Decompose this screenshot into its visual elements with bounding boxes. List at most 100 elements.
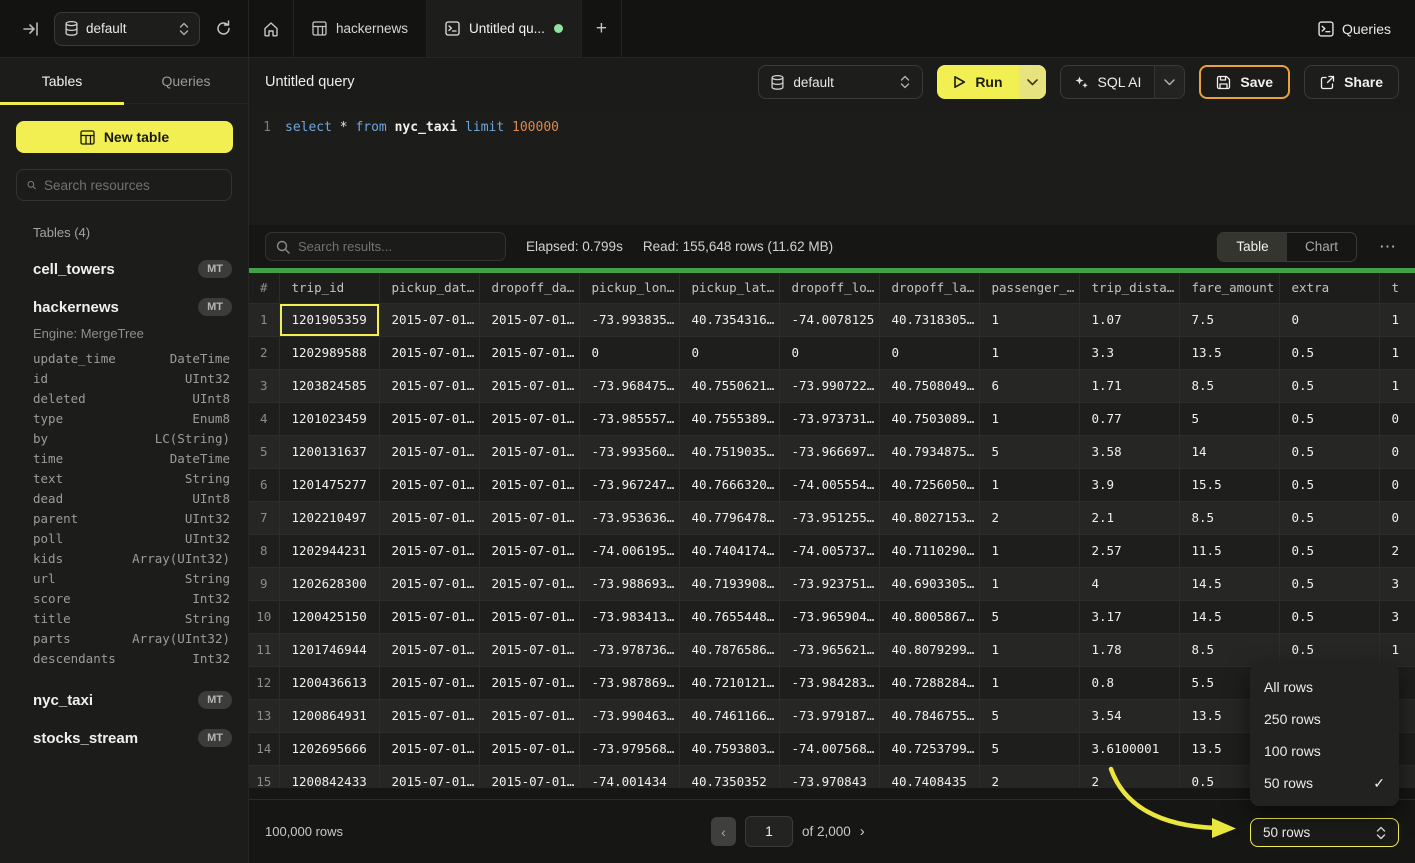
- cell-fare-amount[interactable]: 7.5: [1179, 303, 1280, 337]
- cell-fare-amount[interactable]: 14: [1179, 435, 1280, 469]
- cell-fare-amount[interactable]: 8.5: [1179, 369, 1280, 403]
- cell-trip-id[interactable]: 1201746944: [279, 633, 380, 667]
- cell-dropoff-longitude[interactable]: -73.965621…: [779, 633, 880, 667]
- cell-dropoff-date[interactable]: 2015-07-01…: [479, 336, 580, 370]
- cell-pickup-latitude[interactable]: 40.7666320…: [679, 468, 780, 502]
- cell-pickup-date[interactable]: 2015-07-01…: [379, 501, 480, 535]
- cell-pickup-date[interactable]: 2015-07-01…: [379, 600, 480, 634]
- cell-trip-distance[interactable]: 1.71: [1079, 369, 1180, 403]
- schema-field-row[interactable]: kids Array(UInt32): [33, 549, 230, 569]
- cell-extra[interactable]: 0.5: [1279, 435, 1380, 469]
- cell-dropoff-date[interactable]: 2015-07-01…: [479, 567, 580, 601]
- cell-trip-id[interactable]: 1200842433: [279, 765, 380, 788]
- cell-trip-distance[interactable]: 3.9: [1079, 468, 1180, 502]
- cell-dropoff-latitude[interactable]: 40.7288284…: [879, 666, 980, 700]
- cell-dropoff-date[interactable]: 2015-07-01…: [479, 699, 580, 733]
- sql-ai-button[interactable]: SQL AI: [1059, 65, 1186, 99]
- cell-pickup-latitude[interactable]: 40.7193908…: [679, 567, 780, 601]
- tab-untitled-query[interactable]: Untitled qu...: [427, 0, 582, 57]
- cell-trip-distance[interactable]: 3.58: [1079, 435, 1180, 469]
- cell-trip-id[interactable]: 1203824585: [279, 369, 380, 403]
- cell-fare-amount[interactable]: 8.5: [1179, 501, 1280, 535]
- tab-home[interactable]: [249, 0, 294, 57]
- cell-pickup-longitude[interactable]: -73.978736…: [579, 633, 680, 667]
- run-button[interactable]: Run: [937, 65, 1046, 99]
- cell-trip-id[interactable]: 1202989588: [279, 336, 380, 370]
- schema-field-row[interactable]: by LC(String): [33, 429, 230, 449]
- cell-pickup-latitude[interactable]: 40.7655448…: [679, 600, 780, 634]
- cell-pickup-date[interactable]: 2015-07-01…: [379, 369, 480, 403]
- cell-trip-distance[interactable]: 1.07: [1079, 303, 1180, 337]
- column-header[interactable]: dropoff_lo…: [779, 273, 880, 304]
- run-options-caret[interactable]: [1018, 65, 1046, 99]
- cell-pickup-latitude[interactable]: 40.7350352: [679, 765, 780, 788]
- cell-trip-id[interactable]: 1201023459: [279, 402, 380, 436]
- cell-pickup-latitude[interactable]: 40.7354316…: [679, 303, 780, 337]
- sidebar-table-nyc-taxi[interactable]: nyc_taxi MT: [33, 691, 232, 709]
- sidebar-tab-tables[interactable]: Tables: [0, 58, 124, 105]
- cell-dropoff-latitude[interactable]: 40.7408435: [879, 765, 980, 788]
- cell-tip[interactable]: 0: [1379, 501, 1415, 535]
- cell-passenger-count[interactable]: 1: [979, 336, 1080, 370]
- sidebar-table-hackernews[interactable]: hackernews MT: [33, 298, 232, 316]
- cell-trip-distance[interactable]: 2.57: [1079, 534, 1180, 568]
- cell-fare-amount[interactable]: 14.5: [1179, 600, 1280, 634]
- cell-dropoff-longitude[interactable]: -73.984283…: [779, 666, 880, 700]
- cell-pickup-latitude[interactable]: 40.7876586…: [679, 633, 780, 667]
- cell-passenger-count[interactable]: 6: [979, 369, 1080, 403]
- cell-pickup-longitude[interactable]: -74.006195…: [579, 534, 680, 568]
- cell-pickup-date[interactable]: 2015-07-01…: [379, 336, 480, 370]
- cell-dropoff-longitude[interactable]: -73.979187…: [779, 699, 880, 733]
- cell-dropoff-date[interactable]: 2015-07-01…: [479, 369, 580, 403]
- cell-trip-id[interactable]: 1200864931: [279, 699, 380, 733]
- cell-dropoff-latitude[interactable]: 40.7110290…: [879, 534, 980, 568]
- schema-field-row[interactable]: parts Array(UInt32): [33, 629, 230, 649]
- collapse-sidebar-button[interactable]: [18, 16, 44, 42]
- cell-extra[interactable]: 0: [1279, 303, 1380, 337]
- save-button[interactable]: Save: [1199, 65, 1291, 99]
- cell-pickup-date[interactable]: 2015-07-01…: [379, 732, 480, 766]
- cell-trip-distance[interactable]: 4: [1079, 567, 1180, 601]
- cell-dropoff-date[interactable]: 2015-07-01…: [479, 534, 580, 568]
- cell-extra[interactable]: 0.5: [1279, 567, 1380, 601]
- schema-field-row[interactable]: descendants Int32: [33, 649, 230, 669]
- cell-dropoff-longitude[interactable]: 0: [779, 336, 880, 370]
- cell-pickup-latitude[interactable]: 40.7461166…: [679, 699, 780, 733]
- schema-field-row[interactable]: time DateTime: [33, 449, 230, 469]
- cell-pickup-date[interactable]: 2015-07-01…: [379, 303, 480, 337]
- cell-pickup-longitude[interactable]: -73.953636…: [579, 501, 680, 535]
- cell-extra[interactable]: 0.5: [1279, 501, 1380, 535]
- view-toggle-table[interactable]: Table: [1218, 232, 1287, 261]
- page-size-menu-item[interactable]: 50 rows ✓: [1250, 767, 1399, 799]
- new-tab-button[interactable]: +: [582, 0, 622, 57]
- cell-dropoff-latitude[interactable]: 40.8005867…: [879, 600, 980, 634]
- cell-fare-amount[interactable]: 5: [1179, 402, 1280, 436]
- cell-extra[interactable]: 0.5: [1279, 369, 1380, 403]
- cell-dropoff-longitude[interactable]: -73.990722…: [779, 369, 880, 403]
- results-search-input[interactable]: [298, 239, 495, 254]
- column-header[interactable]: trip_id: [279, 273, 380, 304]
- cell-pickup-date[interactable]: 2015-07-01…: [379, 435, 480, 469]
- cell-extra[interactable]: 0.5: [1279, 468, 1380, 502]
- cell-passenger-count[interactable]: 5: [979, 699, 1080, 733]
- cell-trip-distance[interactable]: 3.6100001: [1079, 732, 1180, 766]
- sidebar-table-cell-towers[interactable]: cell_towers MT: [33, 260, 232, 278]
- page-size-menu-item[interactable]: All rows: [1250, 671, 1399, 703]
- cell-fare-amount[interactable]: 15.5: [1179, 468, 1280, 502]
- cell-tip[interactable]: 1: [1379, 633, 1415, 667]
- schema-field-row[interactable]: poll UInt32: [33, 529, 230, 549]
- schema-field-row[interactable]: parent UInt32: [33, 509, 230, 529]
- cell-passenger-count[interactable]: 1: [979, 666, 1080, 700]
- cell-pickup-longitude[interactable]: -73.968475…: [579, 369, 680, 403]
- cell-trip-id[interactable]: 1200131637: [279, 435, 380, 469]
- cell-dropoff-longitude[interactable]: -74.007568…: [779, 732, 880, 766]
- refresh-button[interactable]: [210, 16, 236, 42]
- cell-dropoff-date[interactable]: 2015-07-01…: [479, 732, 580, 766]
- cell-trip-distance[interactable]: 3.17: [1079, 600, 1180, 634]
- new-table-button[interactable]: New table: [16, 121, 233, 153]
- cell-dropoff-date[interactable]: 2015-07-01…: [479, 501, 580, 535]
- cell-dropoff-latitude[interactable]: 40.8027153…: [879, 501, 980, 535]
- schema-field-row[interactable]: deleted UInt8: [33, 389, 230, 409]
- cell-tip[interactable]: 0: [1379, 402, 1415, 436]
- cell-dropoff-date[interactable]: 2015-07-01…: [479, 633, 580, 667]
